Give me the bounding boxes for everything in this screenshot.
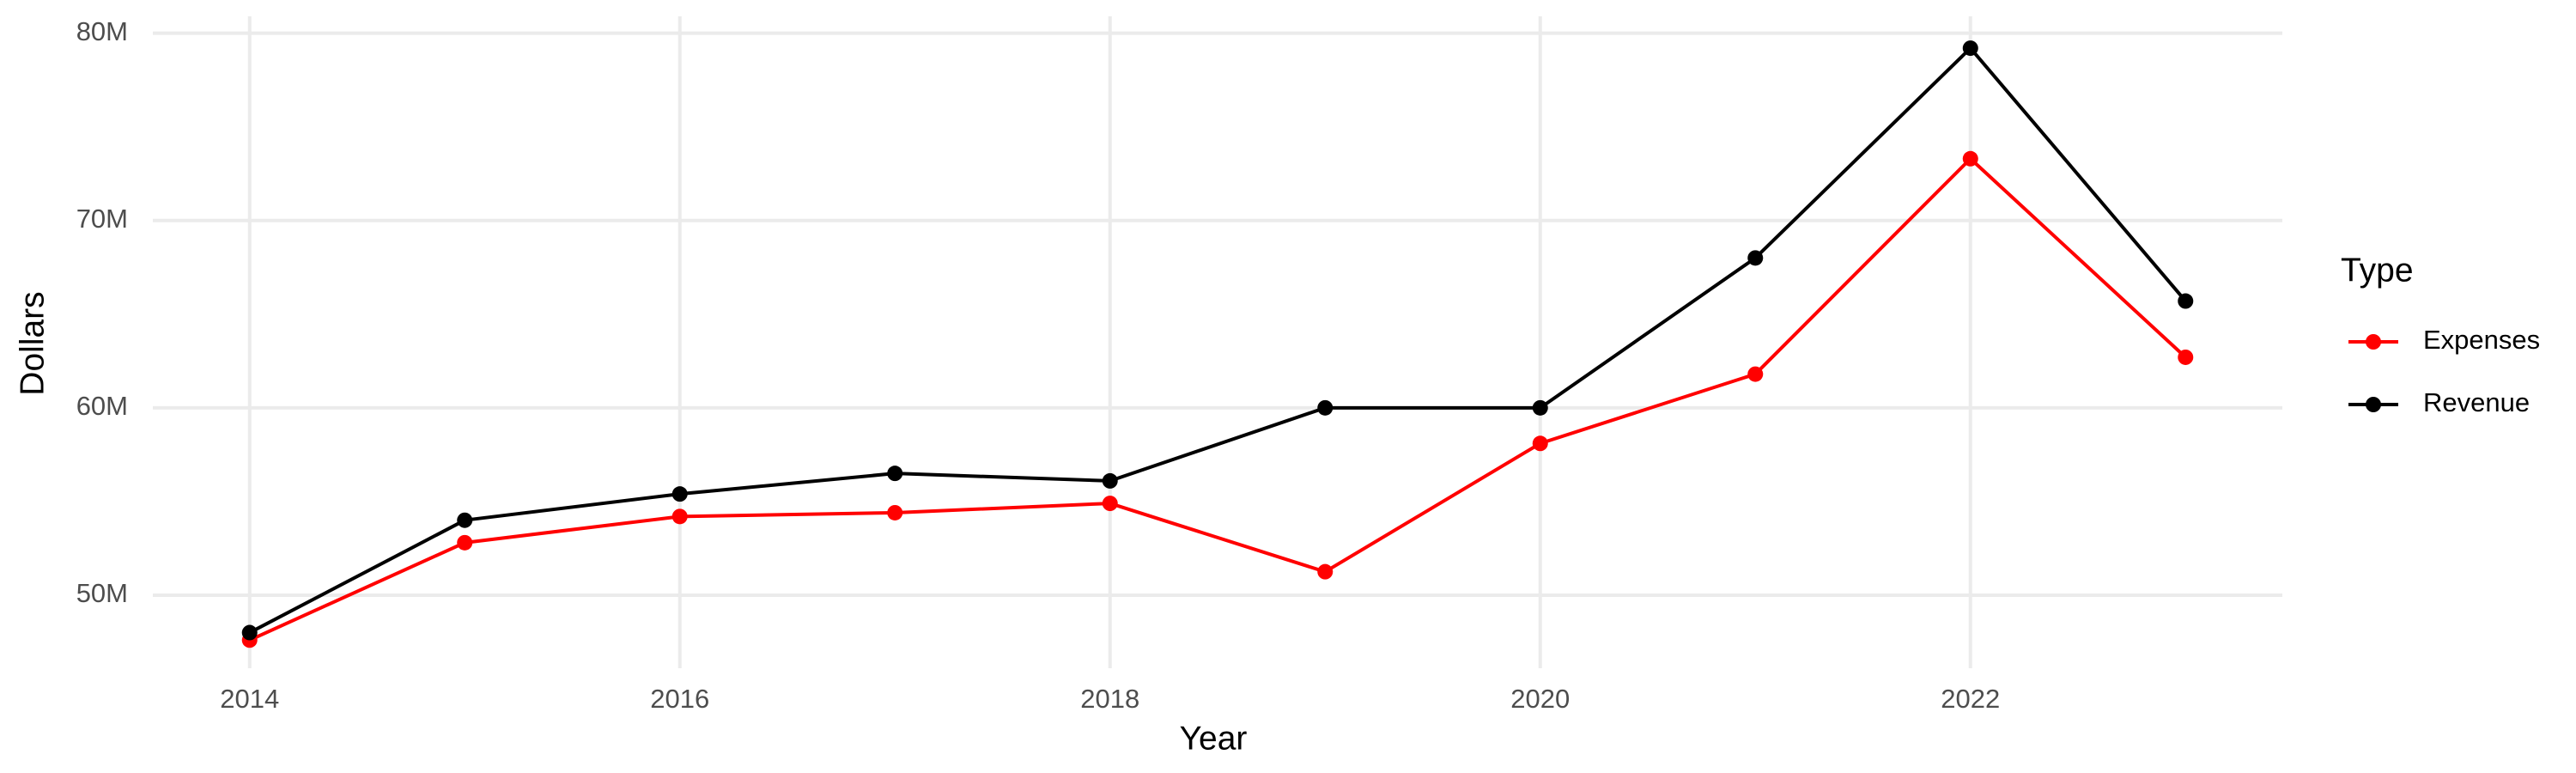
data-point	[1317, 563, 1334, 580]
data-point	[2178, 293, 2194, 309]
x-tick-label: 2014	[220, 684, 279, 714]
data-point	[1102, 472, 1118, 489]
data-point	[1747, 366, 1764, 382]
legend-marker	[2366, 397, 2381, 412]
data-point	[1532, 399, 1548, 416]
y-tick-label: 60M	[76, 391, 128, 421]
data-point	[1317, 399, 1334, 416]
legend-label: Expenses	[2423, 325, 2540, 355]
data-point	[671, 486, 688, 502]
x-tick-label: 2020	[1510, 684, 1570, 714]
y-tick-label: 50M	[76, 578, 128, 608]
data-point	[2178, 349, 2194, 365]
data-point	[241, 624, 258, 641]
data-point	[671, 508, 688, 525]
x-tick-label: 2016	[650, 684, 709, 714]
x-tick-label: 2022	[1941, 684, 2000, 714]
series-line	[248, 156, 2187, 642]
y-tick-label: 70M	[76, 204, 128, 234]
x-axis-title: Year	[1180, 720, 1248, 757]
data-point	[887, 504, 903, 520]
x-tick-label: 2018	[1080, 684, 1139, 714]
y-tick-label: 80M	[76, 16, 128, 46]
data-point	[1962, 40, 1978, 57]
data-point	[1747, 250, 1764, 266]
series-line	[248, 46, 2187, 635]
data-point	[457, 534, 473, 551]
legend-marker	[2366, 334, 2381, 350]
legend-title: Type	[2341, 252, 2414, 289]
data-point	[1102, 496, 1118, 512]
y-axis-title: Dollars	[14, 291, 51, 395]
data-point	[887, 466, 903, 482]
data-point	[1962, 150, 1978, 167]
legend-label: Revenue	[2423, 387, 2530, 417]
data-point	[457, 512, 473, 528]
data-point	[1532, 435, 1548, 452]
